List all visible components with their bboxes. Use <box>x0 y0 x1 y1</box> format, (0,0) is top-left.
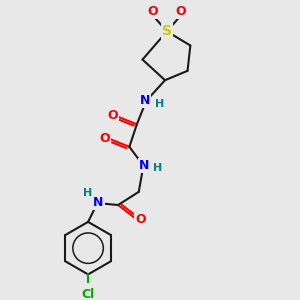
Text: O: O <box>148 5 158 18</box>
Text: O: O <box>100 132 110 145</box>
Text: O: O <box>107 110 118 122</box>
Text: O: O <box>135 213 146 226</box>
Text: H: H <box>155 99 164 109</box>
Text: N: N <box>139 159 150 172</box>
Text: S: S <box>162 24 172 38</box>
Text: H: H <box>83 188 93 198</box>
Text: O: O <box>176 5 186 18</box>
Text: Cl: Cl <box>81 288 95 300</box>
Text: H: H <box>153 164 162 173</box>
Text: N: N <box>93 196 103 209</box>
Text: N: N <box>140 94 151 107</box>
